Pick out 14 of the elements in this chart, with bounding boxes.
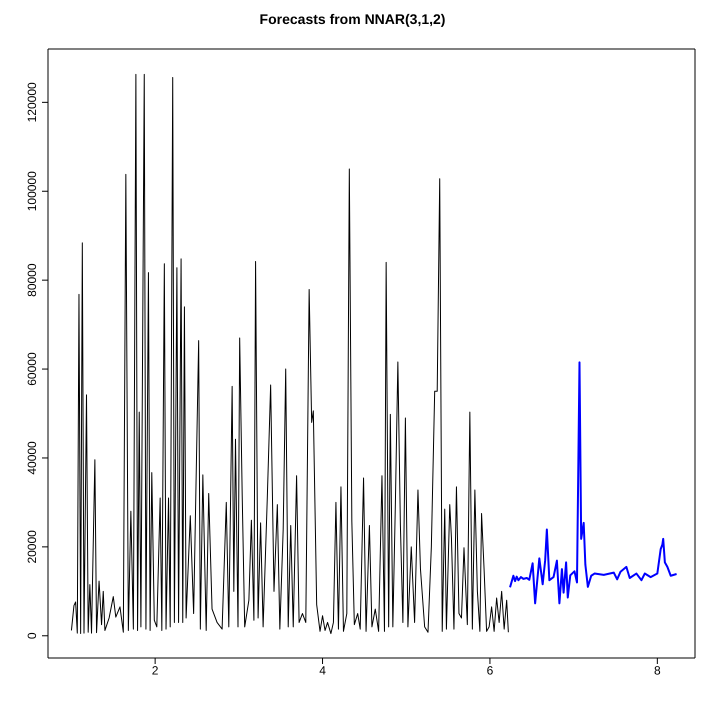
line-series bbox=[509, 361, 678, 604]
y-tick-label: 0 bbox=[25, 632, 39, 640]
line-series bbox=[70, 74, 509, 634]
chart-title: Forecasts from NNAR(3,1,2) bbox=[258, 10, 446, 29]
x-tick-label: 2 bbox=[152, 664, 159, 678]
x-tick-label: 8 bbox=[654, 664, 661, 678]
y-tick-label: 20000 bbox=[25, 530, 39, 564]
y-tick-label: 100000 bbox=[25, 170, 39, 212]
x-tick-label: 6 bbox=[486, 664, 494, 678]
x-tick-label: 4 bbox=[319, 664, 326, 678]
y-tick-label: 120000 bbox=[25, 82, 39, 122]
y-tick-label: 40000 bbox=[25, 440, 39, 475]
y-tick-label: 80000 bbox=[25, 263, 39, 297]
y-tick-label: 60000 bbox=[25, 352, 39, 386]
